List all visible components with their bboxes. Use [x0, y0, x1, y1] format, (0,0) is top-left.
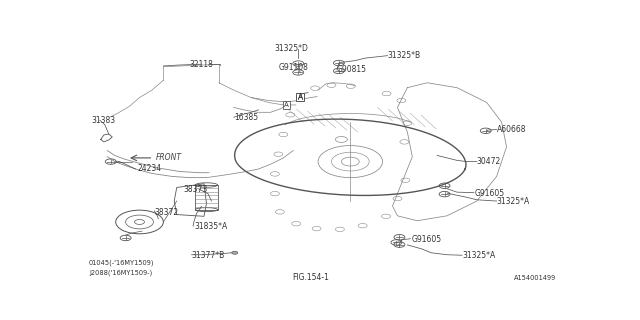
Text: 31325*A: 31325*A: [497, 196, 530, 205]
Text: 31835*A: 31835*A: [194, 222, 227, 231]
Text: A60668: A60668: [497, 125, 526, 134]
Text: FRONT: FRONT: [156, 153, 182, 163]
Text: G90815: G90815: [337, 65, 367, 75]
Text: 01045(-'16MY1509): 01045(-'16MY1509): [89, 260, 154, 266]
Text: 31325*A: 31325*A: [462, 251, 495, 260]
Text: 31325*B: 31325*B: [388, 51, 420, 60]
Text: A154001499: A154001499: [514, 275, 556, 281]
Text: G91108: G91108: [278, 63, 308, 72]
Text: 30472: 30472: [477, 157, 501, 166]
Text: 31325*D: 31325*D: [275, 44, 308, 53]
Text: G91605: G91605: [412, 235, 442, 244]
Text: A: A: [298, 92, 303, 101]
Text: A: A: [298, 94, 303, 100]
Text: 16385: 16385: [234, 113, 258, 122]
Text: 32118: 32118: [189, 60, 214, 69]
Text: 24234: 24234: [137, 164, 161, 173]
Text: G91605: G91605: [475, 189, 505, 198]
Text: 38373: 38373: [183, 185, 207, 195]
Text: A: A: [284, 102, 289, 108]
Text: 38372: 38372: [154, 208, 179, 217]
Text: 31383: 31383: [91, 116, 115, 125]
Text: FIG.154-1: FIG.154-1: [292, 273, 329, 283]
Circle shape: [232, 251, 237, 254]
Text: 31377*B: 31377*B: [191, 251, 225, 260]
Text: J2088('16MY1509-): J2088('16MY1509-): [89, 270, 152, 276]
